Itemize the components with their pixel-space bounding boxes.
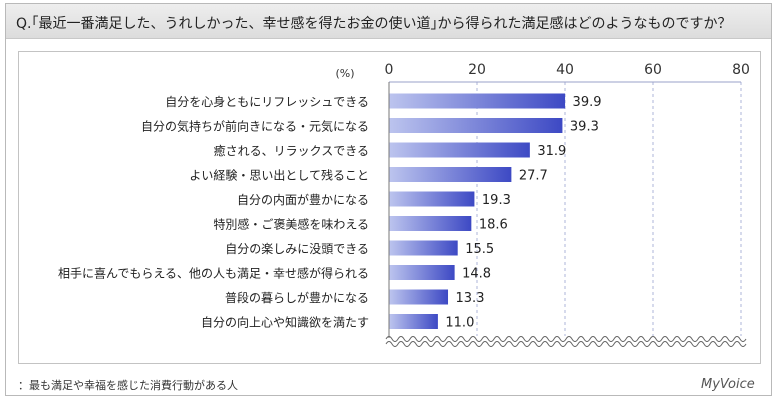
value-label: 18.6 [479,218,508,233]
bar [389,93,566,109]
category-label: 普段の暮らしが豊かになる [225,290,369,305]
value-label: 31.9 [537,144,566,159]
bar [389,265,455,280]
category-label: 癒される、リラックスできる [214,143,369,158]
value-label: 27.7 [519,169,548,184]
bar [389,289,449,305]
bar [389,118,563,133]
value-label: 15.5 [465,242,494,257]
bar [389,142,530,158]
axis-break-wave [385,336,747,342]
category-label: 自分の内面が豊かになる [237,192,369,207]
tick-label: 60 [644,62,662,78]
axis-break-wave [385,341,747,347]
question-bar: Q.｢最近一番満足した、うれしかった、幸せ感を得たお金の使い道｣から得られた満足… [6,4,771,39]
value-label: 39.3 [570,120,599,135]
question-title: Q.｢最近一番満足した、うれしかった、幸せ感を得たお金の使い道｣から得られた満足… [16,16,732,32]
tick-label: 0 [385,62,394,78]
tick-label: 80 [732,62,750,78]
logo-text: MyVoice [701,377,755,392]
category-label: よい経験・思い出として残ること [189,168,369,183]
value-label: 14.8 [462,267,491,282]
bar [389,216,472,231]
category-label: 自分を心身ともにリフレッシュできる [165,94,369,109]
category-label: 特別感・ご褒美感を味わえる [213,217,369,232]
bar [389,167,512,182]
value-label: 13.3 [456,291,485,306]
value-label: 19.3 [482,193,511,208]
value-label: 11.0 [445,316,474,331]
bar [389,191,475,207]
bar [389,314,438,329]
bar [389,240,458,256]
myvoice-logo: MyVoice [701,377,755,392]
category-label: 自分の楽しみに没頭できる [225,241,369,256]
footnote: ：最も満足や幸福を感じた消費行動がある人 [18,379,238,392]
value-label: 39.9 [573,95,602,110]
category-label: 自分の向上心や知識欲を満たす [201,315,369,330]
tick-label: 40 [556,62,574,78]
category-label: 相手に喜んでもらえる、他の人も満足・幸せ感が得られる [58,266,369,281]
tick-label: 20 [468,62,486,78]
unit-label: (%) [335,67,354,80]
category-label: 自分の気持ちが前向きになる・元気になる [141,119,369,134]
